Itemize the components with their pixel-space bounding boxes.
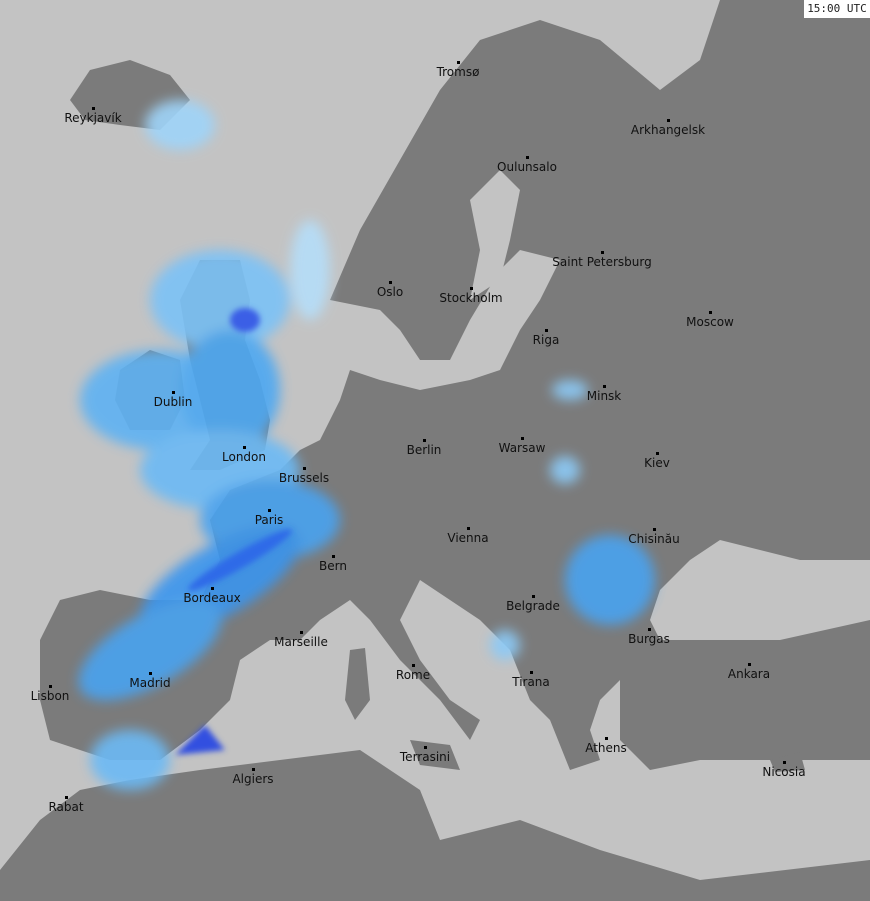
- city-dot-brussels: [303, 467, 306, 470]
- city-dot-riga: [545, 329, 548, 332]
- city-label-rabat: Rabat: [48, 800, 84, 814]
- city-label-riga: Riga: [532, 333, 560, 347]
- city-dot-dublin: [172, 391, 175, 394]
- city-label-bern: Bern: [319, 559, 347, 573]
- city-dot-vienna: [467, 527, 470, 530]
- city-dot-troms-: [457, 61, 460, 64]
- city-label-ankara: Ankara: [727, 667, 771, 681]
- city-label-marseille: Marseille: [274, 635, 328, 649]
- city-label-stockholm: Stockholm: [439, 291, 503, 305]
- city-dot-arkhangelsk: [667, 119, 670, 122]
- city-dot-warsaw: [521, 437, 524, 440]
- city-label-london: London: [222, 450, 266, 464]
- city-dot-berlin: [423, 439, 426, 442]
- city-dot-rabat: [65, 796, 68, 799]
- city-label-warsaw: Warsaw: [498, 441, 546, 455]
- radar-echoes: [78, 100, 655, 790]
- city-label-burgas: Burgas: [628, 632, 670, 646]
- city-label-dublin: Dublin: [153, 395, 193, 409]
- city-label-vienna: Vienna: [447, 531, 489, 545]
- city-label-bordeaux: Bordeaux: [183, 591, 241, 605]
- city-label-lisbon: Lisbon: [30, 689, 70, 703]
- city-label-terrasini: Terrasini: [399, 750, 451, 764]
- city-label-brussels: Brussels: [278, 471, 330, 485]
- city-dot-oslo: [389, 281, 392, 284]
- city-dot-bern: [332, 555, 335, 558]
- city-dot-rome: [412, 664, 415, 667]
- city-dot-stockholm: [470, 287, 473, 290]
- city-label-paris: Paris: [254, 513, 284, 527]
- city-dot-algiers: [252, 768, 255, 771]
- city-dot-moscow: [709, 311, 712, 314]
- city-label-oslo: Oslo: [376, 285, 404, 299]
- city-label-arkhangelsk: Arkhangelsk: [630, 123, 706, 137]
- city-dot-paris: [268, 509, 271, 512]
- city-dot-belgrade: [532, 595, 535, 598]
- city-dot-burgas: [648, 628, 651, 631]
- city-label-rome: Rome: [395, 668, 431, 682]
- city-dot-chisin-u: [653, 528, 656, 531]
- city-dot-saint-petersburg: [601, 251, 604, 254]
- city-label-algiers: Algiers: [232, 772, 274, 786]
- city-dot-marseille: [300, 631, 303, 634]
- city-label-oulunsalo: Oulunsalo: [497, 160, 557, 174]
- city-label-belgrade: Belgrade: [506, 599, 560, 613]
- city-label-athens: Athens: [585, 741, 627, 755]
- city-dot-ankara: [748, 663, 751, 666]
- city-label-moscow: Moscow: [686, 315, 734, 329]
- city-label-reykjav-k: Reykjavík: [64, 111, 122, 125]
- city-dot-lisbon: [49, 685, 52, 688]
- city-dot-madrid: [149, 672, 152, 675]
- city-dot-london: [243, 446, 246, 449]
- city-label-troms-: Tromsø: [436, 65, 480, 79]
- city-label-tirana: Tirana: [512, 675, 550, 689]
- city-dot-reykjav-k: [92, 107, 95, 110]
- city-label-nicosia: Nicosia: [762, 765, 806, 779]
- city-label-minsk: Minsk: [586, 389, 622, 403]
- city-dot-tirana: [530, 671, 533, 674]
- city-label-berlin: Berlin: [406, 443, 442, 457]
- city-dot-oulunsalo: [526, 156, 529, 159]
- timestamp-label: 15:00 UTC: [804, 0, 870, 18]
- city-dot-bordeaux: [211, 587, 214, 590]
- city-dot-kiev: [656, 452, 659, 455]
- city-dot-athens: [605, 737, 608, 740]
- city-label-madrid: Madrid: [129, 676, 171, 690]
- city-dot-nicosia: [783, 761, 786, 764]
- city-dot-minsk: [603, 385, 606, 388]
- city-label-saint-petersburg: Saint Petersburg: [552, 255, 652, 269]
- city-label-chisin-u: Chisinău: [628, 532, 680, 546]
- city-label-kiev: Kiev: [644, 456, 670, 470]
- city-dot-terrasini: [424, 746, 427, 749]
